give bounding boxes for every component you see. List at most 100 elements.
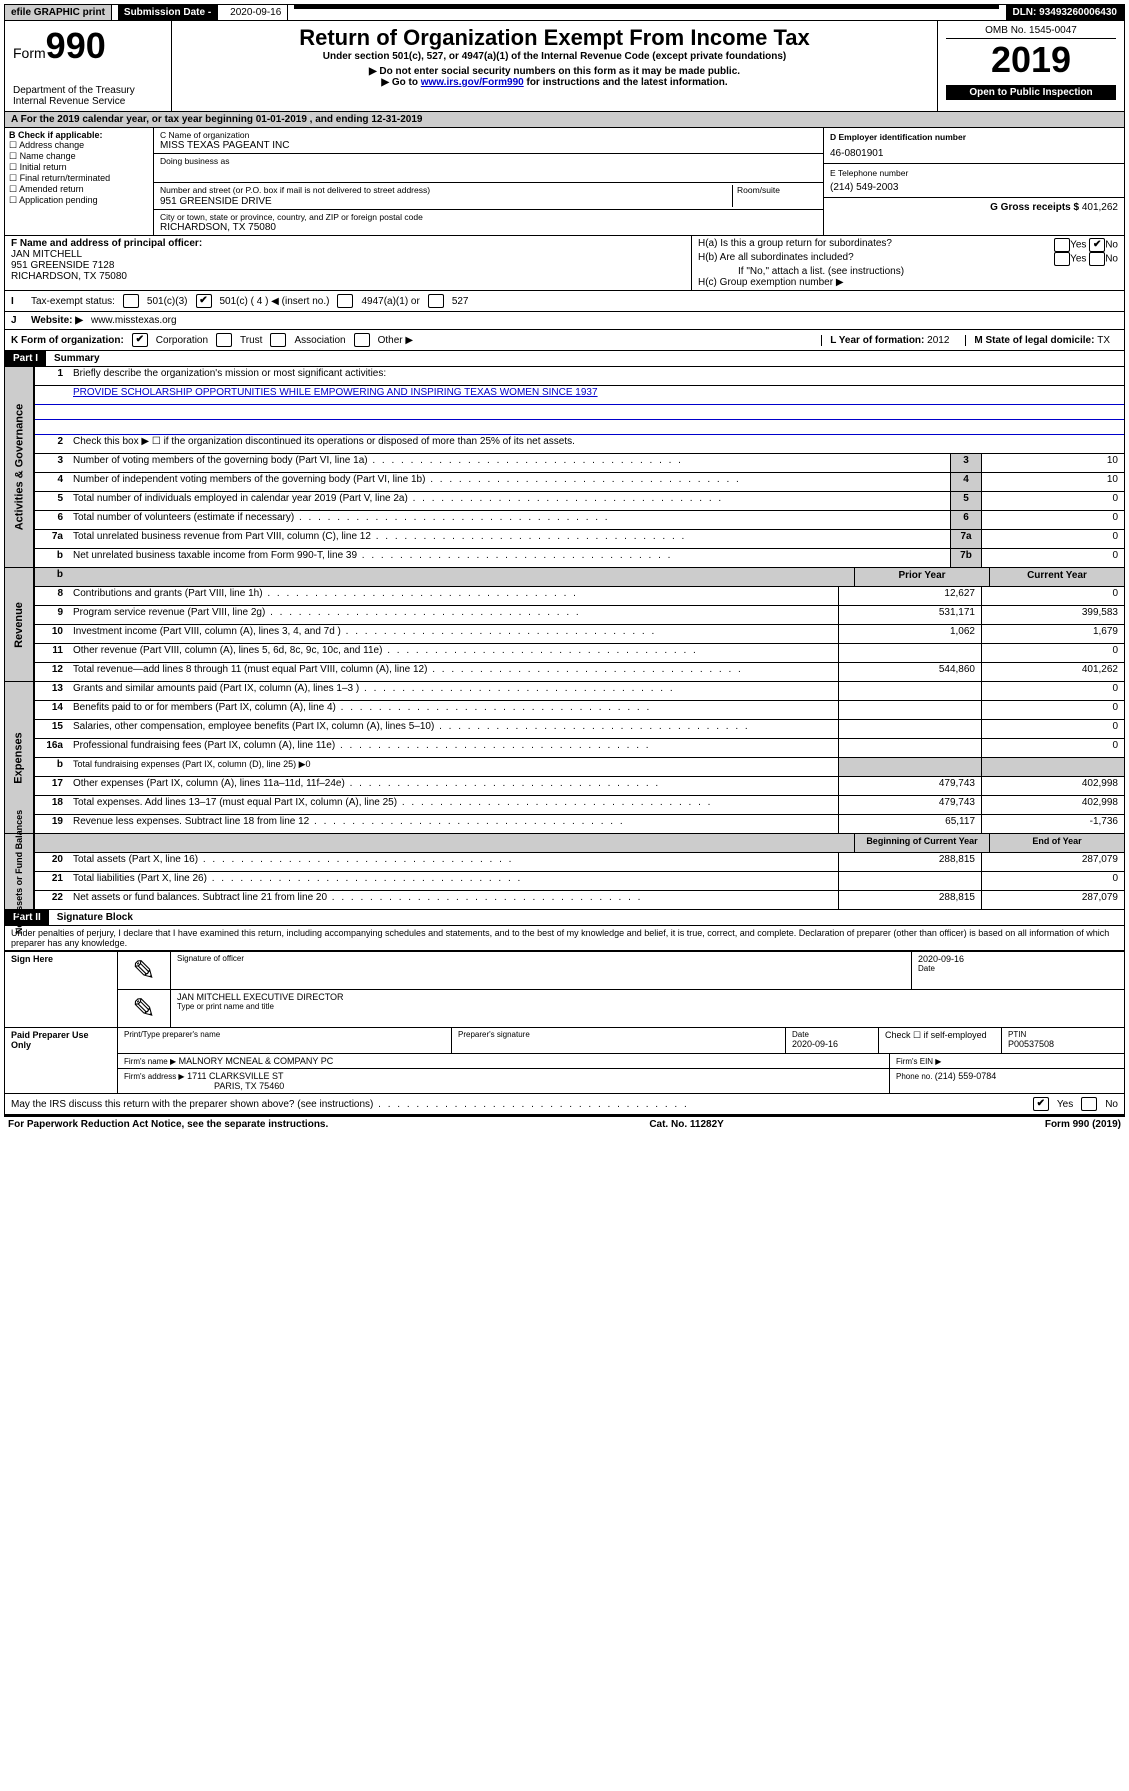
cb-corp[interactable]: ✔	[132, 333, 148, 347]
cb-501c[interactable]: ✔	[196, 294, 212, 308]
type-name-label: Type or print name and title	[177, 1002, 1118, 1011]
cb-irs-yes[interactable]: ✔	[1033, 1097, 1049, 1111]
hdr-begin-year: Beginning of Current Year	[854, 834, 989, 852]
opt-other: Other ▶	[378, 335, 413, 346]
note-link: ▶ Go to www.irs.gov/Form990 for instruct…	[180, 77, 929, 88]
paid-preparer: Paid Preparer Use Only	[5, 1028, 118, 1094]
telephone: (214) 549-2003	[830, 182, 1118, 193]
expenses-section: Expenses 13Grants and similar amounts pa…	[4, 682, 1125, 834]
org-name-label: C Name of organization	[160, 130, 817, 140]
ptin: P00537508	[1008, 1039, 1118, 1049]
firm-ein-label: Firm's EIN ▶	[896, 1057, 941, 1066]
irs-link[interactable]: www.irs.gov/Form990	[421, 77, 524, 88]
note-ssn: ▶ Do not enter social security numbers o…	[180, 66, 929, 77]
footer-mid: Cat. No. 11282Y	[649, 1119, 723, 1130]
cb-initial-return[interactable]: ☐ Initial return	[9, 162, 149, 173]
revenue-section: Revenue b Prior Year Current Year 8Contr…	[4, 568, 1125, 682]
check-self-employed[interactable]: Check ☐ if self-employed	[879, 1028, 1002, 1053]
prep-name-label: Print/Type preparer's name	[124, 1030, 445, 1039]
irs: Internal Revenue Service	[13, 96, 163, 107]
table-row: 4Number of independent voting members of…	[35, 473, 1124, 492]
table-row: 11Other revenue (Part VIII, column (A), …	[35, 644, 1124, 663]
j-label: J	[11, 315, 23, 326]
firm-phone: (214) 559-0784	[935, 1071, 997, 1081]
row-f: F Name and address of principal officer:…	[5, 236, 692, 290]
h-b-answer[interactable]: Yes No	[1054, 252, 1118, 266]
dept-treasury: Department of the Treasury	[13, 85, 163, 96]
irs-no: No	[1105, 1099, 1118, 1110]
k-label: K Form of organization:	[11, 335, 124, 346]
tax-year: 2019	[946, 39, 1116, 81]
netassets-grid: Beginning of Current Year End of Year 20…	[35, 834, 1124, 909]
gross-receipts: 401,262	[1082, 202, 1118, 213]
cb-527[interactable]	[428, 294, 444, 308]
table-row: 6Total number of volunteers (estimate if…	[35, 511, 1124, 530]
h-b: H(b) Are all subordinates included?	[698, 252, 854, 266]
l-label: L Year of formation:	[830, 335, 927, 346]
h-a-answer[interactable]: Yes ✔No	[1054, 238, 1118, 252]
cb-assoc[interactable]	[270, 333, 286, 347]
table-row: 3Number of voting members of the governi…	[35, 454, 1124, 473]
state-domicile: TX	[1097, 335, 1110, 346]
website-label: Website: ▶	[31, 315, 83, 326]
hdr-end-year: End of Year	[989, 834, 1124, 852]
cb-final-return[interactable]: ☐ Final return/terminated	[9, 173, 149, 184]
opt-corp: Corporation	[156, 335, 208, 346]
table-row: 14Benefits paid to or for members (Part …	[35, 701, 1124, 720]
sig-officer-label: Signature of officer	[177, 954, 905, 963]
h-b-note: If "No," attach a list. (see instruction…	[698, 266, 1118, 277]
cb-name-change[interactable]: ☐ Name change	[9, 151, 149, 162]
row-j: J Website: ▶ www.misstexas.org	[4, 312, 1125, 330]
signature-table: Sign Here ✎ Signature of officer 2020-09…	[4, 951, 1125, 1094]
cb-amended-return[interactable]: ☐ Amended return	[9, 184, 149, 195]
goto-post: for instructions and the latest informat…	[524, 77, 728, 88]
irs-discuss-row: May the IRS discuss this return with the…	[4, 1094, 1125, 1115]
vlabel-netassets: Net Assets or Fund Balances	[5, 834, 35, 909]
officer-name: JAN MITCHELL	[11, 249, 685, 260]
year-formation: 2012	[927, 335, 949, 346]
prep-date: 2020-09-16	[792, 1039, 872, 1049]
table-row: 7aTotal unrelated business revenue from …	[35, 530, 1124, 549]
table-row: 8Contributions and grants (Part VIII, li…	[35, 587, 1124, 606]
table-row: 5Total number of individuals employed in…	[35, 492, 1124, 511]
expenses-grid: 13Grants and similar amounts paid (Part …	[35, 682, 1124, 833]
q1: Briefly describe the organization's miss…	[69, 367, 1124, 385]
omb-number: OMB No. 1545-0047	[946, 25, 1116, 39]
q2: Check this box ▶ ☐ if the organization d…	[69, 435, 1124, 453]
part2-title: Signature Block	[49, 910, 141, 925]
cb-501c3[interactable]	[123, 294, 139, 308]
org-info-block: B Check if applicable: ☐ Address change …	[4, 128, 1125, 236]
room-label: Room/suite	[737, 185, 780, 195]
table-row: 22Net assets or fund balances. Subtract …	[35, 891, 1124, 909]
cb-irs-no[interactable]	[1081, 1097, 1097, 1111]
website[interactable]: www.misstexas.org	[91, 315, 177, 326]
row-h: H(a) Is this a group return for subordin…	[692, 236, 1124, 290]
form-header: Form990 Department of the Treasury Inter…	[4, 21, 1125, 112]
efile-label[interactable]: efile GRAPHIC print	[5, 5, 112, 20]
cb-trust[interactable]	[216, 333, 232, 347]
dba-label: Doing business as	[160, 156, 817, 166]
addr-label: Number and street (or P.O. box if mail i…	[160, 185, 430, 195]
hdr-prior-year: Prior Year	[854, 568, 989, 586]
opt-501c3: 501(c)(3)	[147, 296, 188, 307]
sign-here: Sign Here	[5, 952, 118, 1028]
part2-badge: Part II	[5, 910, 49, 925]
submission-date-label: Submission Date -	[118, 5, 218, 20]
cb-address-change[interactable]: ☐ Address change	[9, 140, 149, 151]
table-row: 15Salaries, other compensation, employee…	[35, 720, 1124, 739]
mission: PROVIDE SCHOLARSHIP OPPORTUNITIES WHILE …	[69, 386, 1124, 404]
table-row: 12Total revenue—add lines 8 through 11 (…	[35, 663, 1124, 681]
cb-4947[interactable]	[337, 294, 353, 308]
cb-application-pending[interactable]: ☐ Application pending	[9, 195, 149, 206]
col-b-title: B Check if applicable:	[9, 130, 149, 140]
h-a: H(a) Is this a group return for subordin…	[698, 238, 892, 252]
cb-other[interactable]	[354, 333, 370, 347]
firm-name-label: Firm's name ▶	[124, 1057, 176, 1066]
officer-addr2: RICHARDSON, TX 75080	[11, 271, 685, 282]
form-number: Form990	[13, 25, 163, 67]
table-row: bNet unrelated business taxable income f…	[35, 549, 1124, 567]
table-row: 17Other expenses (Part IX, column (A), l…	[35, 777, 1124, 796]
governance-grid: 1Briefly describe the organization's mis…	[35, 367, 1124, 567]
header-left: Form990 Department of the Treasury Inter…	[5, 21, 172, 111]
firm-addr2: PARIS, TX 75460	[124, 1081, 284, 1091]
